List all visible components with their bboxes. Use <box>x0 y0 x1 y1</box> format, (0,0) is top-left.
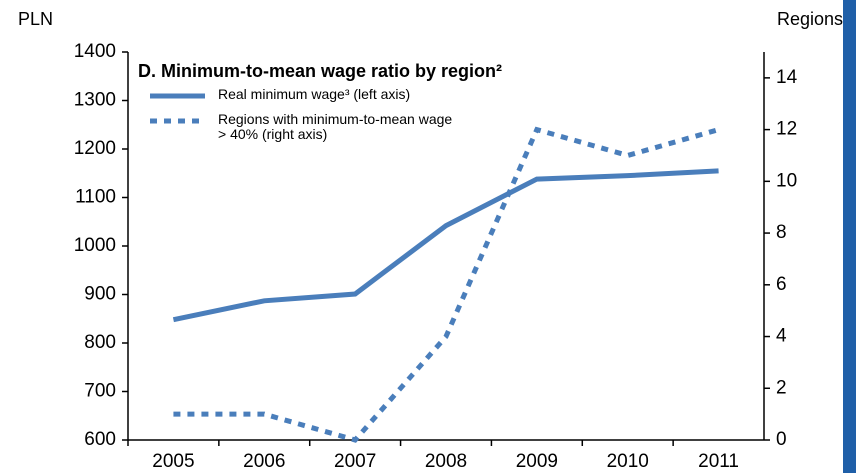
x-tick-label: 2007 <box>334 451 376 472</box>
y2-tick-label: 0 <box>776 429 787 450</box>
x-tick-label: 2006 <box>243 451 285 472</box>
y-tick-label: 600 <box>84 429 116 450</box>
y-tick-label: 1100 <box>75 187 116 208</box>
y-tick-label: 1400 <box>74 41 116 62</box>
series-line <box>173 126 720 443</box>
x-tick-label: 2010 <box>607 451 649 472</box>
y-tick-label: 700 <box>84 381 116 402</box>
y-tick-label: 1300 <box>74 90 116 111</box>
x-tick-label: 2008 <box>425 451 467 472</box>
legend-label: Regions with minimum-to-mean wage > 40% … <box>218 111 453 142</box>
x-tick-label: 2011 <box>698 451 739 472</box>
series-line <box>172 168 719 323</box>
y2-tick-label: 8 <box>776 222 787 243</box>
x-tick-label: 2009 <box>516 451 558 472</box>
side-stripe <box>843 0 856 473</box>
y-tick-label: 1200 <box>74 138 116 159</box>
chart-title: D. Minimum-to-mean wage ratio by region² <box>138 61 502 81</box>
y-tick-label: 1000 <box>74 235 116 256</box>
y2-axis-label: Regions <box>777 9 843 29</box>
legend-label: Real minimum wage³ (left axis) <box>218 86 411 102</box>
y2-tick-label: 12 <box>776 119 797 140</box>
y2-tick-label: 4 <box>776 326 787 347</box>
y-axis-label: PLN <box>18 9 53 29</box>
y-tick-label: 800 <box>84 332 116 353</box>
x-tick-label: 2005 <box>152 451 194 472</box>
y2-tick-label: 2 <box>776 377 787 398</box>
y2-tick-label: 6 <box>776 274 787 295</box>
y-tick-label: 900 <box>84 284 116 305</box>
y2-tick-label: 10 <box>776 170 797 191</box>
y2-tick-label: 14 <box>776 67 798 88</box>
